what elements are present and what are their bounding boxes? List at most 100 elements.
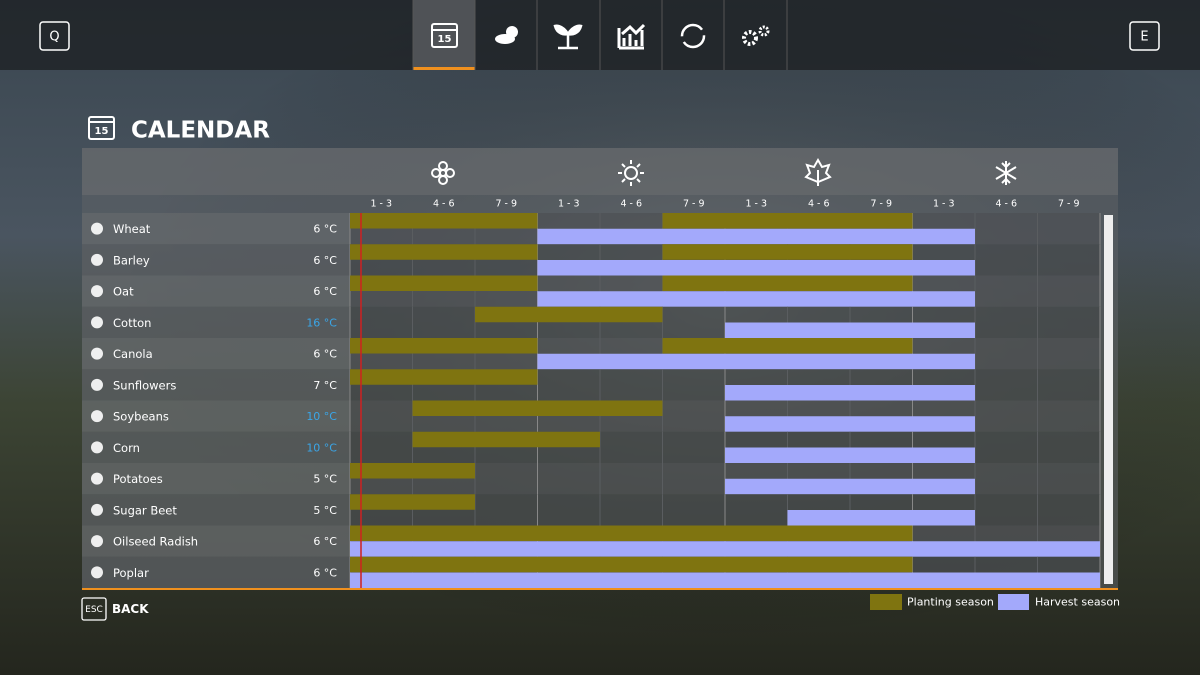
crop-name: Canola [113,347,153,361]
crop-icon [91,441,103,454]
period-label: 4 - 6 [995,199,1017,210]
period-label: 7 - 9 [1058,199,1080,210]
harvest-bar [787,510,975,526]
crop-icon [91,503,103,516]
harvest-bar [725,478,975,495]
esc-box[interactable] [81,597,107,621]
crop-name: Poplar [113,566,149,580]
planting-bar [662,213,913,229]
period-label: 4 - 6 [808,199,830,210]
harvest-bar [725,447,975,463]
crop-name: Sunflowers [113,378,176,392]
planting-bar [412,431,600,448]
tab-bar: 15 [412,0,788,70]
key-q[interactable]: Q [49,30,59,45]
crop-temperature: 16 °C [306,316,337,329]
period-label: 1 - 3 [933,199,955,210]
crop-name: Cotton [113,316,151,330]
cycle-icon[interactable] [680,23,706,49]
tab-underline [413,67,475,70]
planting-bar [350,525,913,541]
crop-icon [91,566,103,579]
legend-harvest: Harvest season [1035,596,1120,609]
row-background [82,463,350,495]
crop-temperature: 10 °C [306,410,337,423]
row-background [82,275,350,307]
crop-temperature: 6 °C [313,254,337,267]
crop-icon [91,378,103,391]
period-label: 7 - 9 [683,199,705,210]
planting-bar [350,244,538,260]
summer-icon [618,160,644,186]
harvest-bar [725,322,975,338]
harvest-bar [537,260,975,276]
crop-name: Oilseed Radish [113,535,198,549]
calendar-icon[interactable] [431,23,458,48]
planting-bar [350,275,538,291]
crop-name: Oat [113,285,134,299]
crop-icon [91,222,103,235]
period-label: 4 - 6 [620,199,642,210]
period-label: 4 - 6 [433,199,455,210]
crop-icon [91,472,103,485]
row-background [82,306,350,338]
crop-name: Barley [113,253,150,267]
settings-icon[interactable] [742,30,758,46]
crop-icon [91,410,103,423]
crop-temperature: 10 °C [306,441,337,454]
panel-underline [82,588,1118,590]
planting-bar [412,400,663,416]
crop-icon [91,347,103,360]
period-label: 1 - 3 [370,199,392,210]
key-box[interactable] [39,21,70,51]
crop-temperature: 6 °C [313,535,337,548]
crop-name: Sugar Beet [113,503,177,517]
key-box[interactable] [1129,21,1160,51]
row-background [82,369,350,401]
row-background [82,525,350,557]
season-header [82,148,1118,195]
crop-icon [91,285,103,298]
crop-icon[interactable] [553,24,583,50]
scrollbar[interactable] [1104,215,1113,584]
key-e[interactable]: E [1140,30,1148,45]
period-label: 1 - 3 [558,199,580,210]
planting-bar [475,306,663,323]
period-label: 7 - 9 [495,199,517,210]
row-background [82,338,350,370]
harvest-bar [725,416,975,432]
planting-bar [350,213,538,229]
back-label[interactable]: BACK [112,602,149,616]
row-background [82,556,350,588]
tab-active[interactable] [413,0,475,70]
period-label: 7 - 9 [870,199,892,210]
winter-icon [995,161,1017,185]
title-icon-day: 15 [95,126,109,137]
planting-bar [350,556,913,573]
calendar-grid: 1 - 3 4 - 6 7 - 9 1 - 3 4 - 6 7 - 9 1 - 3 4 - 6… [82,199,1101,588]
period-label: 1 - 3 [745,199,767,210]
settings-icon-small [758,25,770,37]
esc-key[interactable]: ESC [85,605,103,615]
crop-icon [91,535,103,548]
harvest-bar [537,353,975,370]
legend-swatch-planting [870,594,902,610]
crop-temperature: 7 °C [313,379,337,392]
crop-name: Corn [113,441,140,455]
row-background [82,400,350,432]
crop-icon [91,316,103,329]
row-background [82,213,350,245]
crop-name: Potatoes [113,472,163,486]
harvest-bar [537,291,975,307]
planting-bar [350,338,538,354]
row-background [82,244,350,276]
stats-icon[interactable] [617,23,646,50]
planting-bar [350,494,475,510]
legend-swatch-harvest [998,594,1029,610]
crop-temperature: 6 °C [313,348,337,361]
autumn-icon [804,157,832,186]
harvest-bar [350,572,1100,588]
row-background [82,494,350,526]
harvest-bar [350,541,1100,557]
crop-temperature: 5 °C [313,504,337,517]
